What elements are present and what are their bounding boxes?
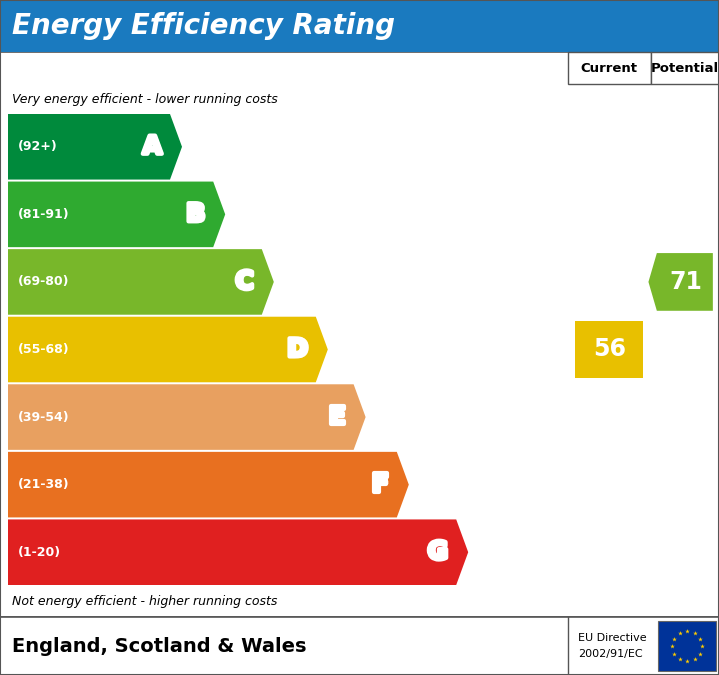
Text: C: C	[234, 271, 252, 295]
Text: F: F	[370, 471, 388, 495]
Text: E: E	[329, 406, 346, 431]
Text: A: A	[144, 134, 163, 157]
Text: D: D	[285, 338, 306, 362]
Text: (39-54): (39-54)	[18, 410, 70, 424]
Text: D: D	[286, 339, 306, 362]
Bar	[651, 52, 719, 84]
Text: B: B	[185, 204, 204, 227]
Text: G: G	[429, 539, 449, 563]
Text: F: F	[373, 472, 390, 497]
Text: A: A	[144, 136, 163, 160]
Text: A: A	[142, 135, 162, 159]
Text: 2002/91/EC: 2002/91/EC	[578, 649, 643, 659]
Text: B: B	[188, 204, 206, 227]
Text: C: C	[237, 271, 255, 295]
Polygon shape	[8, 452, 409, 518]
Text: F: F	[373, 474, 390, 498]
Text: (92+): (92+)	[18, 140, 58, 153]
Text: G: G	[426, 541, 447, 566]
Polygon shape	[649, 253, 713, 310]
Text: D: D	[287, 336, 308, 360]
Text: B: B	[185, 201, 204, 225]
Text: (81-91): (81-91)	[18, 208, 70, 221]
Bar	[0, 617, 719, 675]
Text: D: D	[287, 338, 308, 362]
Text: B: B	[186, 201, 205, 225]
Text: C: C	[237, 269, 255, 293]
Text: (69-80): (69-80)	[18, 275, 70, 288]
Polygon shape	[8, 520, 468, 585]
Text: A: A	[142, 133, 162, 157]
Text: D: D	[287, 339, 308, 363]
Polygon shape	[8, 114, 182, 180]
Text: G: G	[429, 540, 449, 564]
Text: D: D	[286, 336, 306, 360]
Text: F: F	[370, 472, 388, 497]
Bar	[0, 52, 719, 617]
Text: B: B	[186, 202, 205, 226]
Text: F: F	[372, 471, 389, 495]
Bar	[568, 52, 651, 84]
Text: Energy Efficiency Rating: Energy Efficiency Rating	[12, 12, 395, 40]
Text: D: D	[288, 339, 309, 362]
Text: E: E	[330, 405, 347, 429]
Text: A: A	[142, 134, 161, 157]
Text: Potential: Potential	[651, 61, 719, 74]
Text: Very energy efficient - lower running costs: Very energy efficient - lower running co…	[12, 92, 278, 105]
Text: (55-68): (55-68)	[18, 343, 70, 356]
Text: D: D	[288, 336, 309, 360]
Text: G: G	[428, 540, 448, 564]
Text: E: E	[330, 406, 347, 430]
Polygon shape	[575, 321, 644, 379]
Text: C: C	[235, 271, 254, 296]
Text: EU Directive: EU Directive	[578, 633, 646, 643]
Text: Current: Current	[581, 61, 638, 74]
Text: F: F	[372, 474, 389, 498]
Text: G: G	[429, 541, 449, 566]
Bar	[658, 621, 716, 671]
Text: D: D	[289, 338, 309, 362]
Text: E: E	[329, 404, 346, 427]
Text: E: E	[330, 404, 347, 428]
Polygon shape	[8, 182, 225, 247]
Text: C: C	[234, 270, 252, 294]
Text: A: A	[141, 135, 160, 159]
Text: E: E	[327, 406, 344, 430]
Text: F: F	[373, 471, 390, 495]
Text: (21-38): (21-38)	[18, 478, 70, 491]
Text: England, Scotland & Wales: England, Scotland & Wales	[12, 637, 306, 655]
Text: E: E	[327, 405, 344, 429]
Bar	[0, 0, 719, 52]
Text: G: G	[426, 539, 447, 563]
Text: C: C	[235, 269, 254, 292]
Text: G: G	[426, 540, 446, 564]
Text: A: A	[142, 136, 161, 160]
Text: C: C	[234, 269, 252, 293]
Text: B: B	[188, 202, 206, 226]
Text: B: B	[186, 204, 205, 228]
Text: Not energy efficient - higher running costs: Not energy efficient - higher running co…	[12, 595, 278, 608]
Text: B: B	[185, 202, 203, 226]
Text: A: A	[144, 135, 163, 159]
Polygon shape	[8, 384, 365, 450]
Text: F: F	[372, 472, 389, 497]
Text: E: E	[327, 404, 344, 428]
Polygon shape	[8, 317, 328, 382]
Text: (1-20): (1-20)	[18, 545, 61, 559]
Text: E: E	[329, 405, 346, 429]
Text: 71: 71	[669, 270, 702, 294]
Text: B: B	[188, 201, 206, 225]
Text: G: G	[428, 539, 448, 563]
Text: C: C	[237, 270, 255, 294]
Text: A: A	[142, 136, 162, 160]
Text: F: F	[370, 474, 388, 498]
Text: 56: 56	[593, 338, 626, 362]
Text: G: G	[428, 542, 448, 566]
Text: C: C	[235, 270, 254, 294]
Polygon shape	[8, 249, 274, 315]
